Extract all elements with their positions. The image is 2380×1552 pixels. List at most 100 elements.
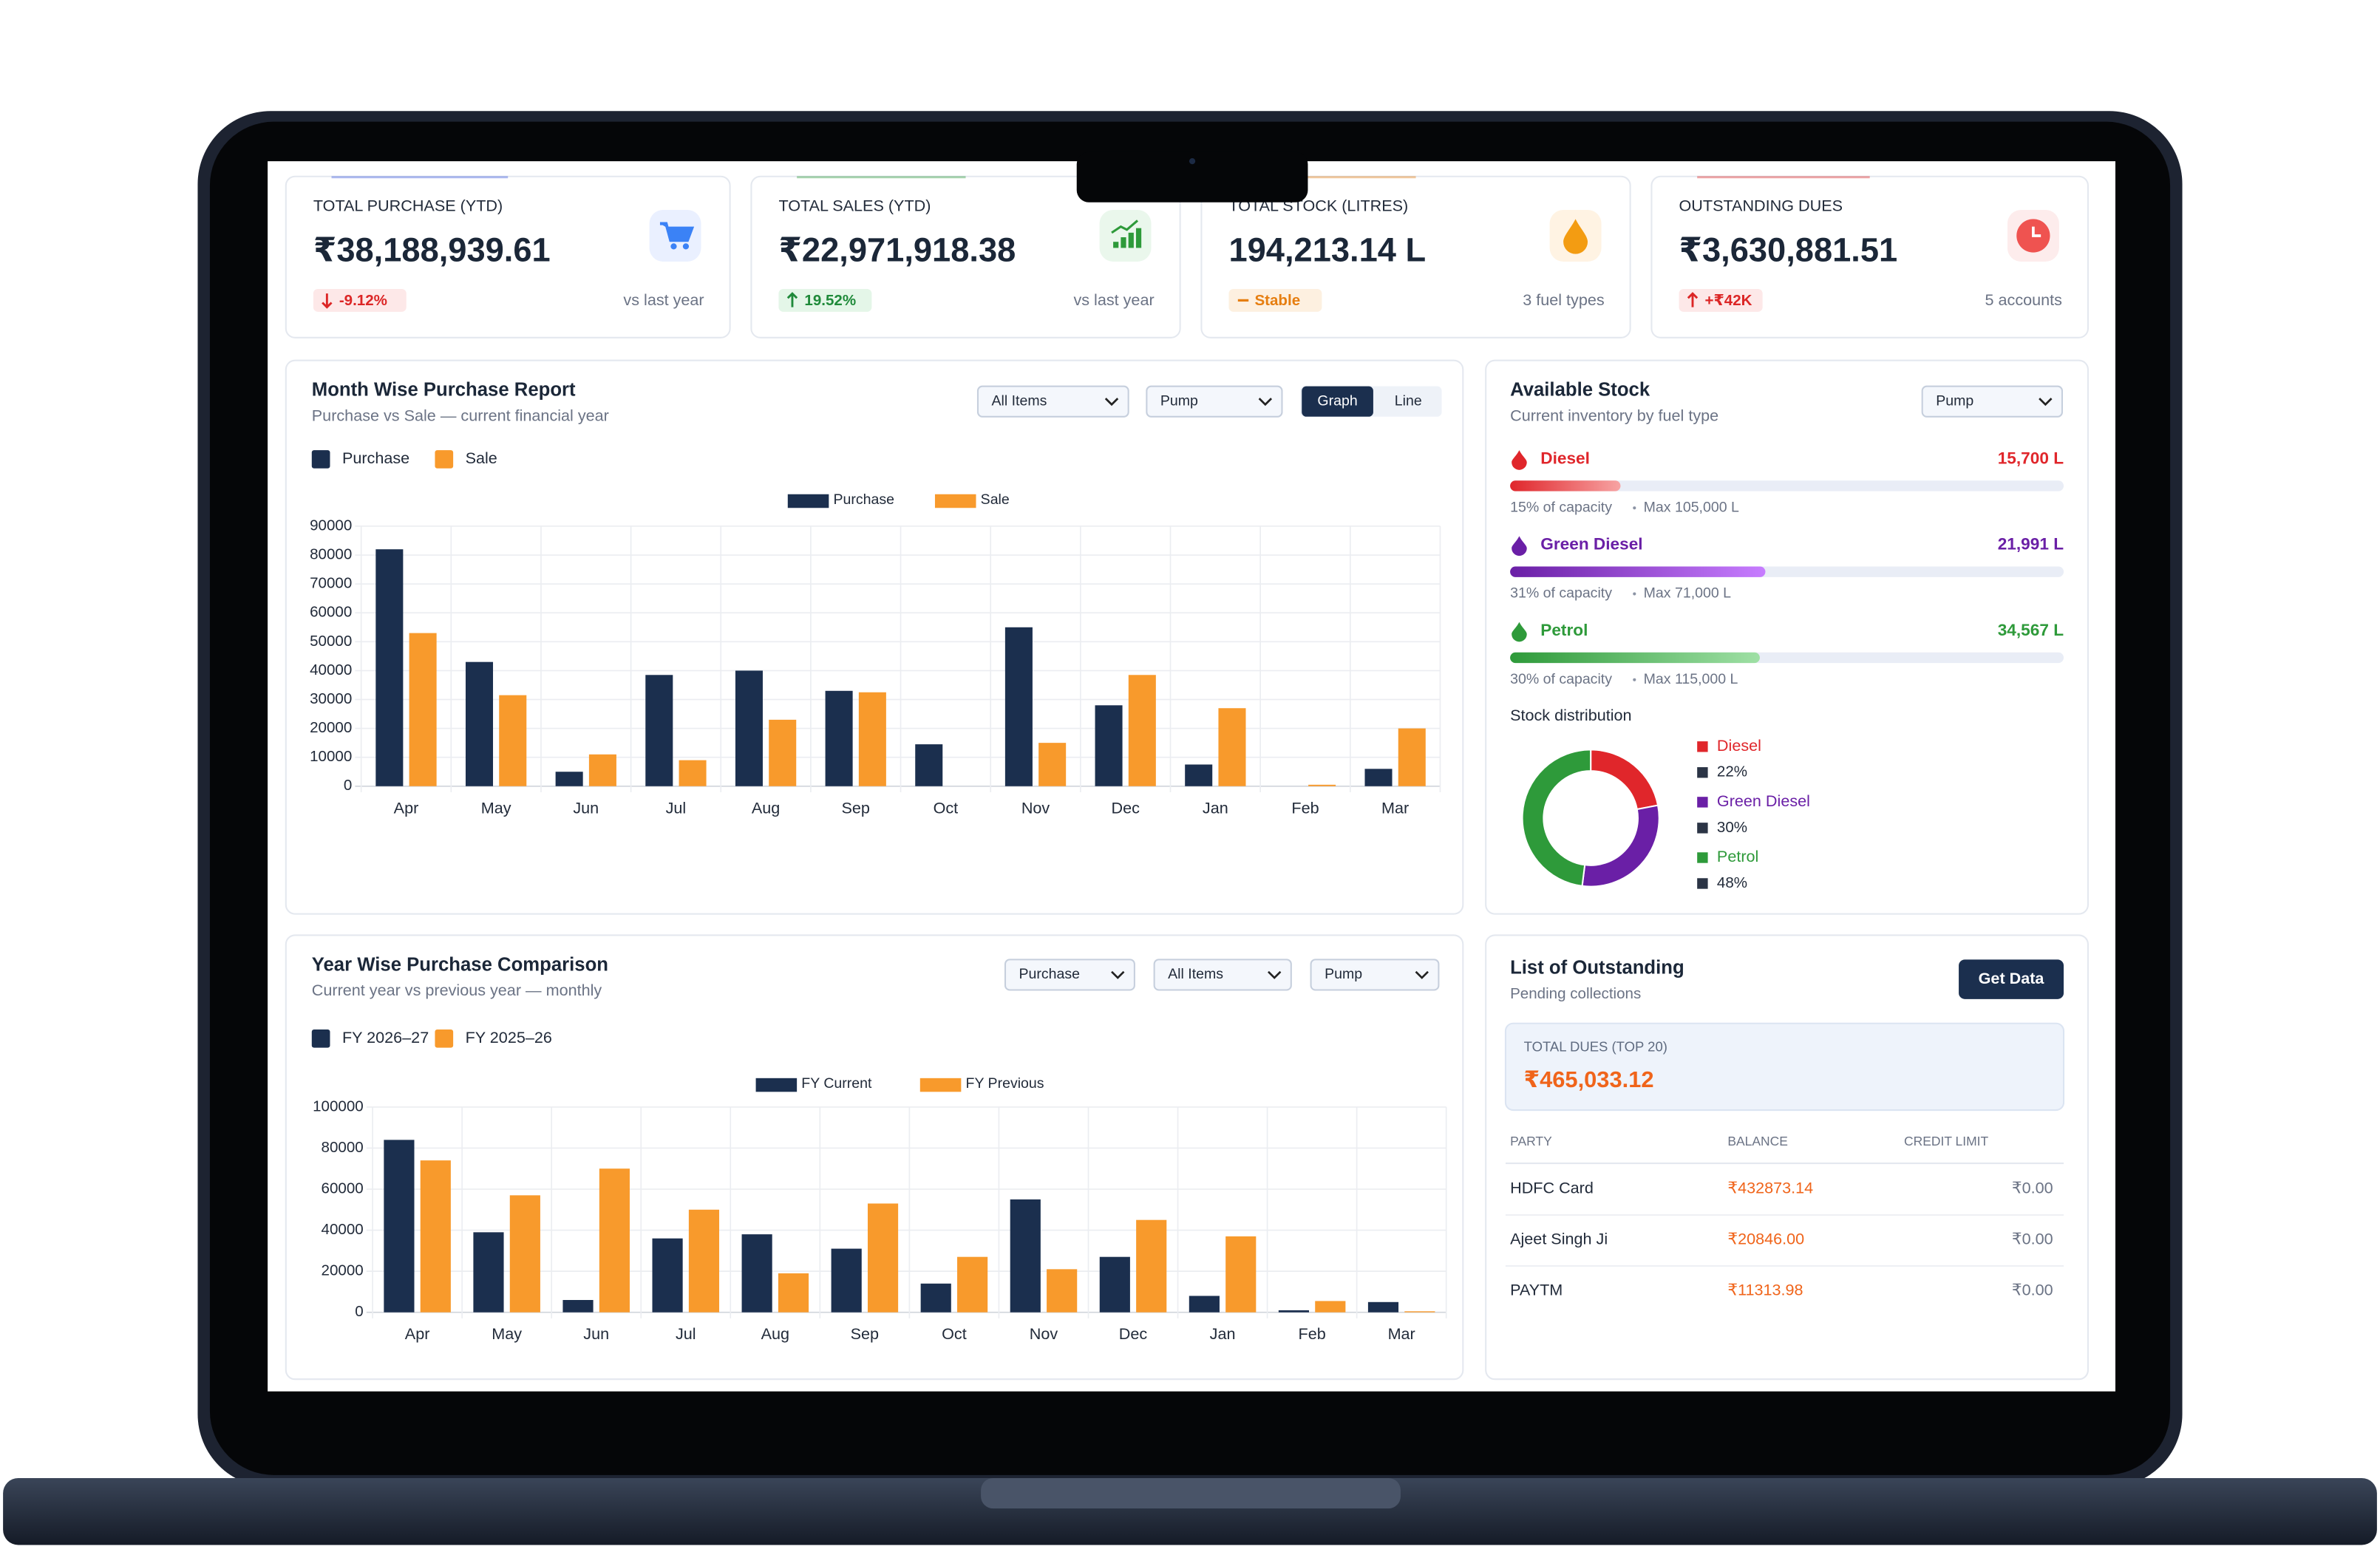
x-tick-label: Jun <box>573 798 599 817</box>
chart-legend-label: Sale <box>981 491 1010 508</box>
x-tick-label: Jul <box>676 1324 696 1343</box>
credit-limit: ₹0.00 <box>2012 1281 2053 1299</box>
x-tick-label: Jun <box>583 1324 609 1343</box>
chevron <box>1415 970 1429 979</box>
select[interactable] <box>976 385 1129 418</box>
bar <box>1218 708 1246 786</box>
select-label[interactable]: Purchase <box>1019 966 1081 982</box>
select[interactable] <box>1153 959 1292 991</box>
dues-value: ₹465,033.12 <box>1524 1066 1654 1092</box>
y-tick-label: 60000 <box>310 604 352 621</box>
fuel-name: Diesel <box>1540 449 1590 467</box>
button[interactable] <box>1959 959 2064 999</box>
select-label[interactable]: Pump <box>1160 392 1198 409</box>
toggle-active[interactable] <box>1302 386 1373 417</box>
legend-swatch <box>311 1029 330 1048</box>
kpi-value: ₹3,630,881.51 <box>1679 231 1897 269</box>
y-tick-label: 60000 <box>322 1180 364 1197</box>
party-name: HDFC Card <box>1510 1179 1594 1197</box>
select[interactable] <box>1310 959 1440 991</box>
select[interactable] <box>1146 385 1283 418</box>
bar <box>555 772 583 786</box>
bar <box>1038 743 1067 786</box>
x-tick-label: Feb <box>1291 798 1319 817</box>
donut-slice <box>1521 749 1592 888</box>
fuel-amount: 15,700 L <box>1998 449 2064 467</box>
fuel-amount: 34,567 L <box>1998 621 2064 639</box>
chevron <box>2039 398 2053 406</box>
kpi-change: 19.52% <box>804 292 856 309</box>
card <box>285 359 1464 915</box>
y-tick-label: 20000 <box>322 1262 364 1279</box>
kpi-value: ₹38,188,939.61 <box>313 231 551 269</box>
chart-icon-bar <box>1113 242 1119 248</box>
button-label[interactable]: Get Data <box>1979 969 2045 987</box>
bar <box>1047 1269 1078 1313</box>
fuel-icon <box>1512 536 1527 557</box>
toggle-label[interactable]: Line <box>1395 392 1422 409</box>
select-label[interactable]: Pump <box>1325 966 1362 982</box>
badge-icon <box>322 293 333 309</box>
x-tick-label: Oct <box>942 1324 967 1343</box>
kpi-title: OUTSTANDING DUES <box>1679 197 1843 215</box>
panel-subtitle: Purchase vs Sale — current financial yea… <box>312 406 609 425</box>
x-tick-label: Apr <box>394 798 419 817</box>
bar <box>1225 1236 1257 1313</box>
bar <box>920 1283 951 1313</box>
bar <box>384 1140 415 1313</box>
kpi-value: 194,213.14 L <box>1228 231 1426 269</box>
select-label[interactable]: Pump <box>1936 392 1973 409</box>
select[interactable] <box>1921 385 2064 418</box>
select-label[interactable]: All Items <box>991 392 1047 409</box>
x-tick-label: May <box>481 798 511 817</box>
x-tick-label: Sep <box>842 798 870 817</box>
bar <box>473 1232 504 1313</box>
x-tick-label: Nov <box>1030 1324 1058 1343</box>
bar <box>562 1300 594 1313</box>
x-tick-label: Feb <box>1299 1324 1326 1343</box>
panel-title: Month Wise Purchase Report <box>312 380 576 401</box>
x-tick-label: Jan <box>1203 798 1228 817</box>
bar <box>1185 764 1213 786</box>
fuel-icon <box>1512 622 1527 642</box>
y-tick-label: 20000 <box>310 719 352 736</box>
party-name: Ajeet Singh Ji <box>1510 1230 1608 1248</box>
bar <box>778 1273 809 1313</box>
bar <box>769 719 797 786</box>
bar <box>825 690 853 786</box>
bar <box>1364 769 1393 786</box>
capacity-max: Max 115,000 L <box>1644 671 1738 687</box>
capacity-bar <box>1510 652 1760 664</box>
bar <box>867 1203 899 1313</box>
select[interactable] <box>1004 959 1135 991</box>
donut-value-label: 22% <box>1717 763 1747 780</box>
bar <box>509 1195 540 1313</box>
bar <box>1128 675 1156 786</box>
chart-legend-label: FY Previous <box>966 1075 1044 1092</box>
x-tick-label: Dec <box>1119 1324 1148 1343</box>
balance: ₹20846.00 <box>1727 1230 1804 1248</box>
bar <box>957 1256 988 1313</box>
kpi-change: -9.12% <box>339 292 387 309</box>
bar <box>465 661 494 786</box>
x-tick-label: Jan <box>1210 1324 1236 1343</box>
donut-legend-label: Green Diesel <box>1717 792 1810 810</box>
bar <box>1095 705 1123 786</box>
donut-legend-label: Diesel <box>1717 736 1761 755</box>
legend-label: Sale <box>466 449 497 467</box>
bar <box>1136 1219 1167 1313</box>
legend-swatch <box>435 1029 454 1048</box>
bar <box>679 760 707 786</box>
trackpad-notch <box>981 1477 1401 1509</box>
badge-icon <box>1687 292 1699 307</box>
toggle-label[interactable]: Graph <box>1317 392 1357 409</box>
select-label[interactable]: All Items <box>1168 966 1223 982</box>
bar <box>420 1160 451 1313</box>
y-tick-label: 0 <box>355 1303 363 1320</box>
fuel-name: Petrol <box>1540 621 1588 639</box>
credit-limit: ₹0.00 <box>2012 1230 2053 1248</box>
legend-swatch <box>1697 797 1708 808</box>
kpi-badge <box>313 288 407 312</box>
panel-subtitle: Pending collections <box>1510 985 1641 1002</box>
